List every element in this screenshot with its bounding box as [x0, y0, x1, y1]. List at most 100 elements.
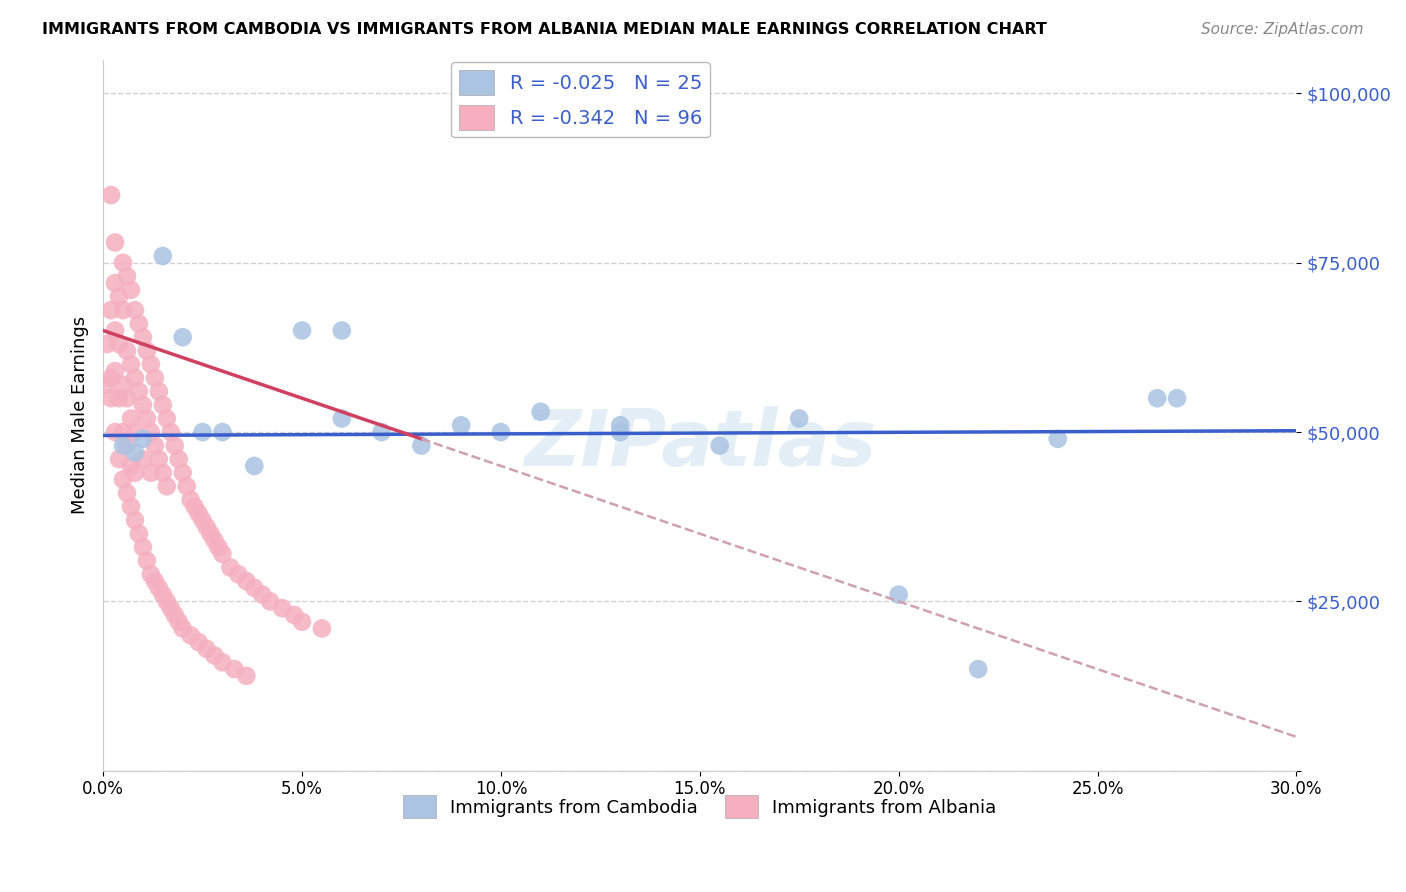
Point	[156, 411, 179, 425]
Point	[163, 607, 186, 622]
Point	[96, 337, 118, 351]
Point	[143, 371, 166, 385]
Point	[128, 384, 150, 399]
Point	[148, 452, 170, 467]
Point	[887, 588, 910, 602]
Point	[104, 235, 127, 250]
Point	[132, 330, 155, 344]
Text: ZIPatlas: ZIPatlas	[523, 406, 876, 482]
Point	[450, 418, 472, 433]
Point	[124, 445, 146, 459]
Point	[104, 364, 127, 378]
Point	[156, 594, 179, 608]
Point	[139, 466, 162, 480]
Point	[115, 391, 138, 405]
Point	[152, 249, 174, 263]
Point	[139, 425, 162, 439]
Point	[124, 371, 146, 385]
Point	[100, 391, 122, 405]
Point	[219, 560, 242, 574]
Point	[124, 303, 146, 318]
Point	[330, 324, 353, 338]
Point	[172, 622, 194, 636]
Point	[235, 574, 257, 588]
Point	[211, 656, 233, 670]
Point	[411, 439, 433, 453]
Point	[159, 601, 181, 615]
Point	[100, 371, 122, 385]
Point	[124, 513, 146, 527]
Point	[187, 635, 209, 649]
Point	[152, 398, 174, 412]
Point	[132, 452, 155, 467]
Point	[235, 669, 257, 683]
Point	[224, 662, 246, 676]
Point	[211, 425, 233, 439]
Point	[135, 554, 157, 568]
Point	[143, 439, 166, 453]
Point	[108, 337, 131, 351]
Point	[176, 479, 198, 493]
Point	[120, 458, 142, 473]
Point	[111, 256, 134, 270]
Point	[115, 439, 138, 453]
Point	[489, 425, 512, 439]
Point	[370, 425, 392, 439]
Point	[124, 425, 146, 439]
Point	[108, 452, 131, 467]
Point	[152, 466, 174, 480]
Point	[139, 357, 162, 371]
Point	[167, 615, 190, 629]
Point	[200, 526, 222, 541]
Point	[100, 303, 122, 318]
Point	[291, 615, 314, 629]
Point	[187, 506, 209, 520]
Point	[111, 473, 134, 487]
Point	[183, 500, 205, 514]
Point	[111, 439, 134, 453]
Point	[163, 439, 186, 453]
Point	[104, 276, 127, 290]
Point	[111, 303, 134, 318]
Point	[156, 479, 179, 493]
Point	[111, 425, 134, 439]
Point	[195, 520, 218, 534]
Point	[291, 324, 314, 338]
Point	[167, 452, 190, 467]
Point	[111, 377, 134, 392]
Point	[96, 377, 118, 392]
Point	[609, 425, 631, 439]
Text: Source: ZipAtlas.com: Source: ZipAtlas.com	[1201, 22, 1364, 37]
Point	[195, 641, 218, 656]
Point	[967, 662, 990, 676]
Point	[132, 432, 155, 446]
Point	[259, 594, 281, 608]
Point	[159, 425, 181, 439]
Point	[207, 540, 229, 554]
Point	[139, 567, 162, 582]
Point	[148, 581, 170, 595]
Point	[283, 607, 305, 622]
Point	[204, 648, 226, 663]
Point	[252, 588, 274, 602]
Point	[1166, 391, 1188, 405]
Point	[172, 466, 194, 480]
Point	[311, 622, 333, 636]
Point	[243, 458, 266, 473]
Point	[135, 411, 157, 425]
Point	[120, 357, 142, 371]
Text: IMMIGRANTS FROM CAMBODIA VS IMMIGRANTS FROM ALBANIA MEDIAN MALE EARNINGS CORRELA: IMMIGRANTS FROM CAMBODIA VS IMMIGRANTS F…	[42, 22, 1047, 37]
Point	[1046, 432, 1069, 446]
Point	[115, 269, 138, 284]
Point	[115, 486, 138, 500]
Point	[120, 283, 142, 297]
Point	[172, 330, 194, 344]
Point	[108, 290, 131, 304]
Point	[243, 581, 266, 595]
Point	[180, 492, 202, 507]
Point	[191, 513, 214, 527]
Point	[1146, 391, 1168, 405]
Point	[132, 540, 155, 554]
Point	[530, 405, 553, 419]
Point	[228, 567, 250, 582]
